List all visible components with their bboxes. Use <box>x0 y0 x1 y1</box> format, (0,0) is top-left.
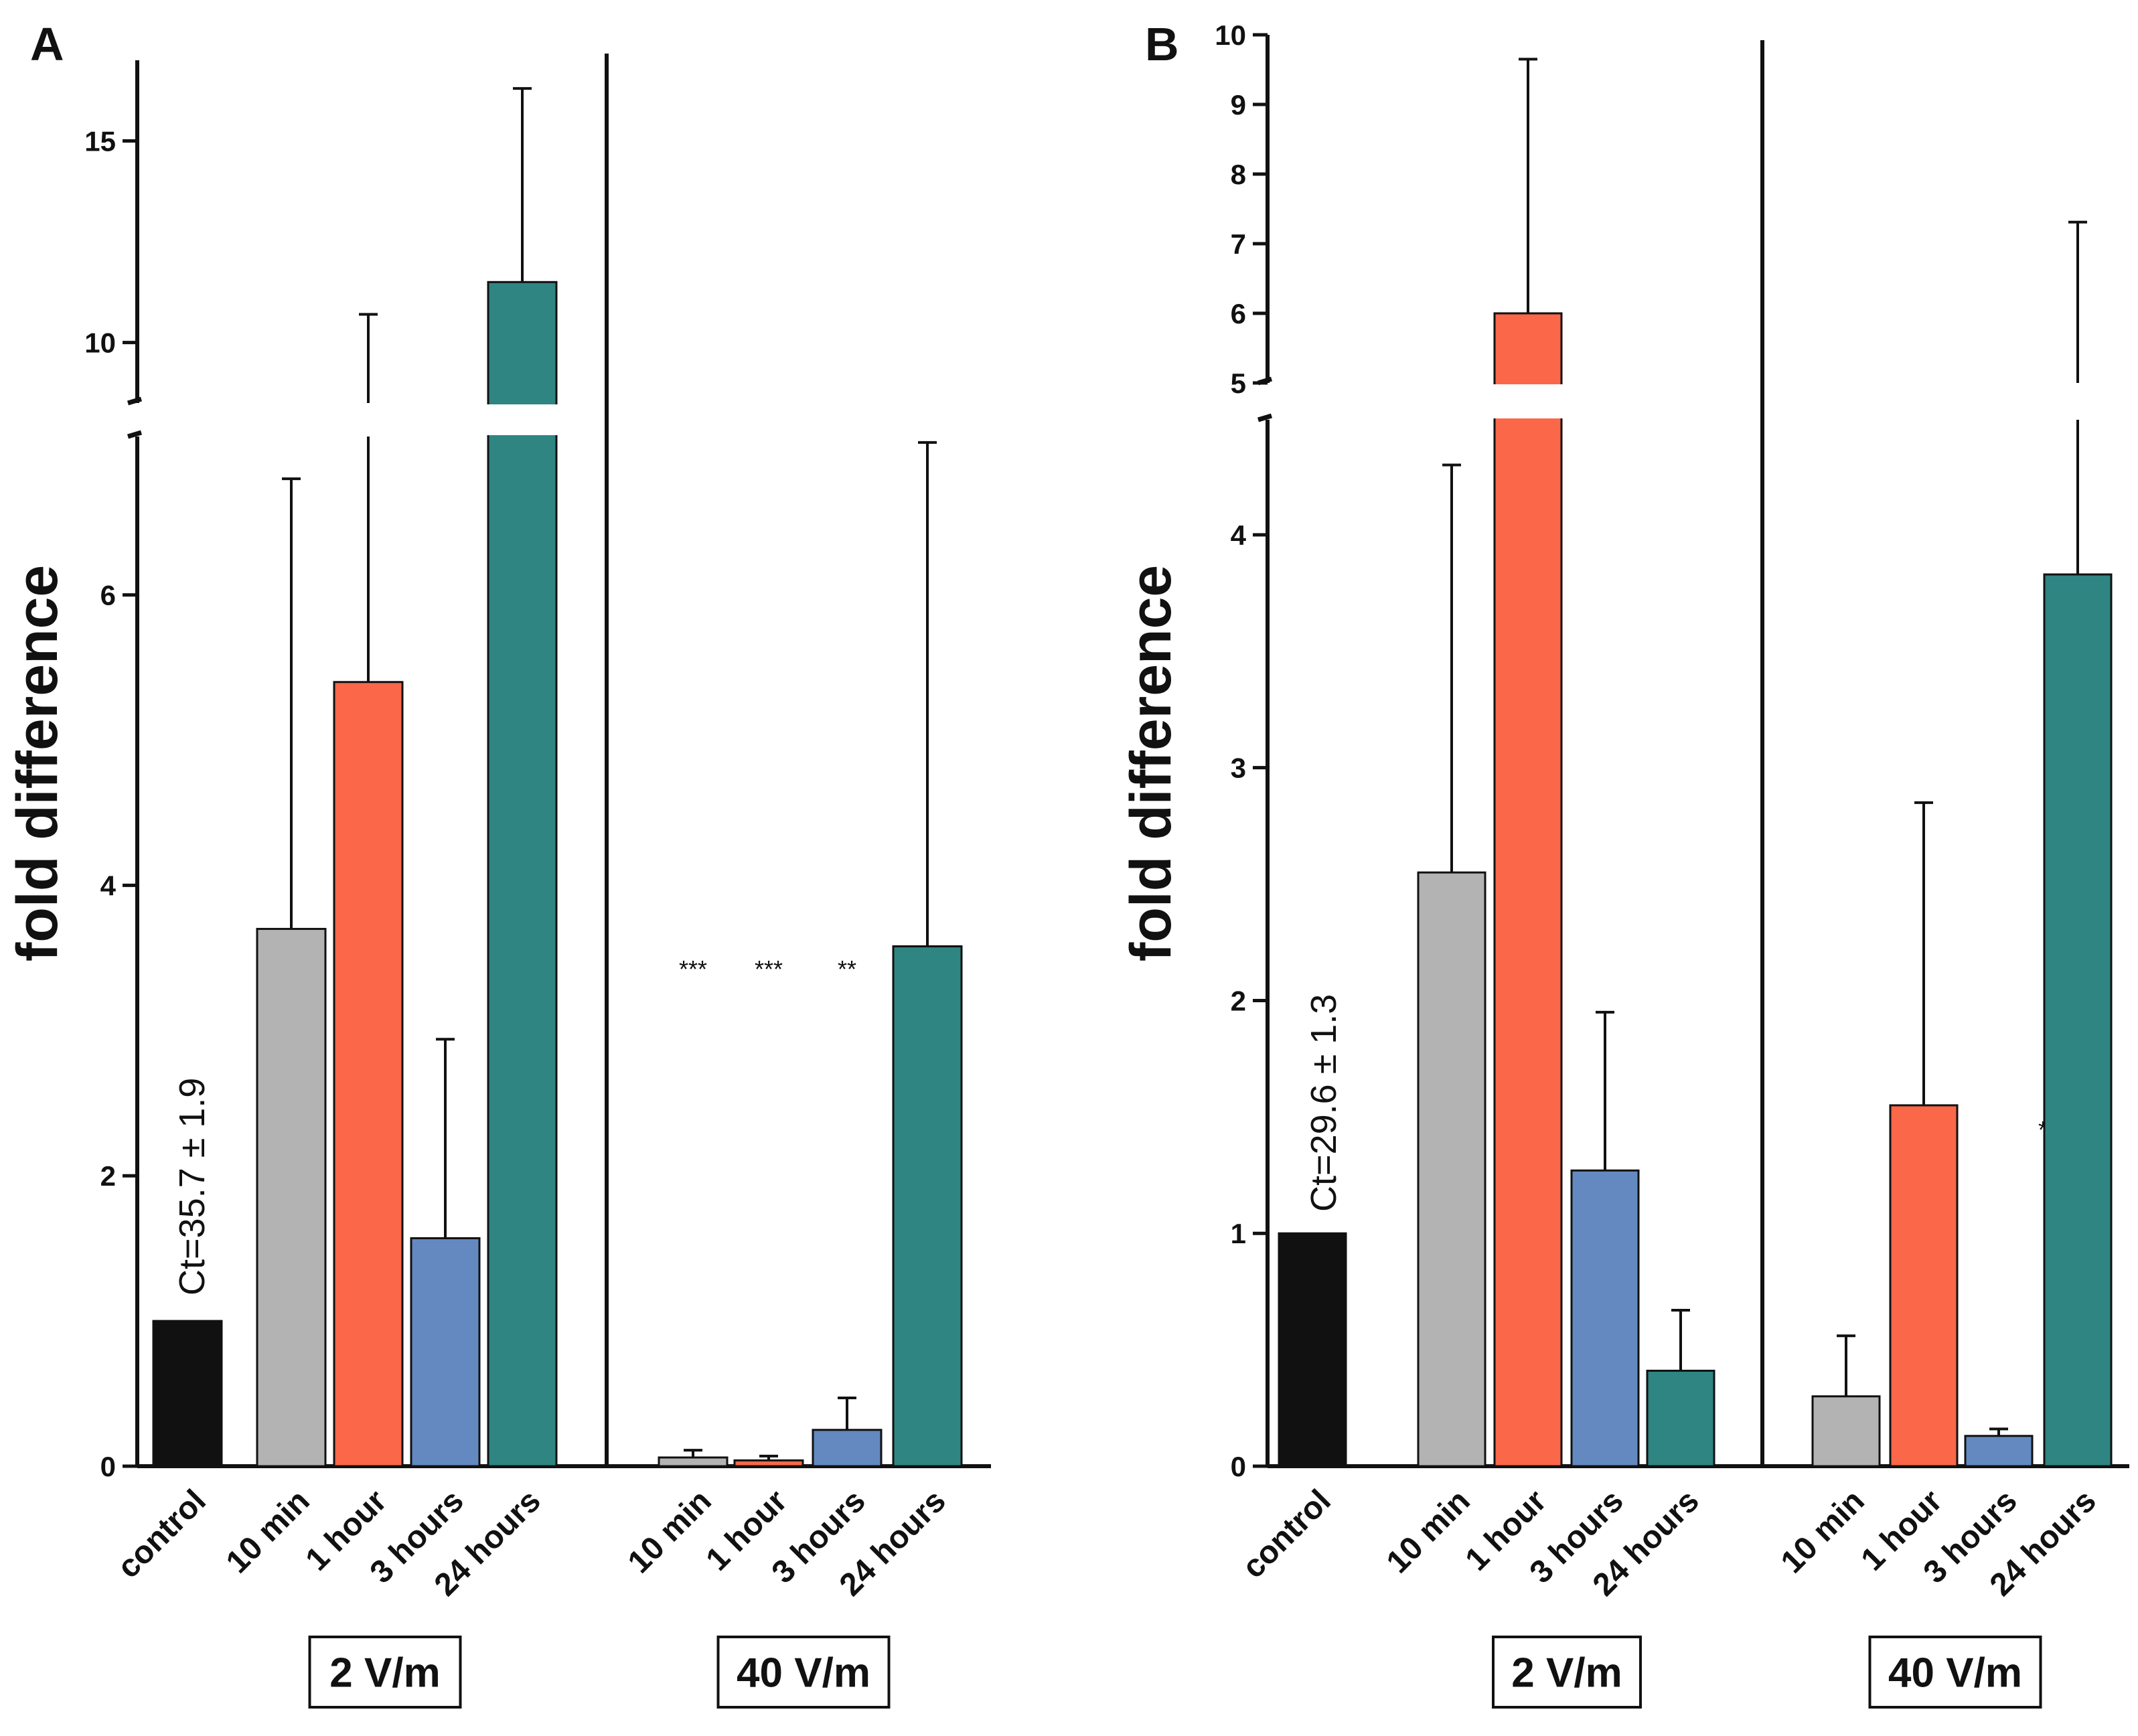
bar <box>1417 871 1486 1468</box>
bar <box>812 1429 883 1468</box>
bar-break-gap <box>485 404 559 435</box>
y-tick-label: 15 <box>84 125 116 157</box>
group-label: 40 V/m <box>737 1650 870 1696</box>
x-category-label: 10 min <box>621 1483 718 1580</box>
bar <box>658 1456 729 1468</box>
group-label-box <box>1492 1636 1642 1709</box>
y-tick-label: 8 <box>1231 159 1246 190</box>
bar <box>487 281 558 1468</box>
bar <box>1811 1395 1881 1468</box>
bar-break-gap <box>1492 384 1564 418</box>
y-tick-label: 2 <box>100 1160 116 1192</box>
y-tick-label: 3 <box>1231 753 1246 784</box>
y-tick-label: 6 <box>100 580 116 611</box>
y-axis-label: fold difference <box>1119 565 1183 962</box>
y-tick-label: 4 <box>100 870 117 901</box>
axis-break-mark <box>127 396 143 406</box>
group-label: 40 V/m <box>1888 1650 2022 1696</box>
y-tick-label: 7 <box>1231 228 1246 260</box>
bar <box>410 1237 481 1468</box>
y-tick-label: 9 <box>1231 89 1246 121</box>
bar <box>1570 1169 1640 1468</box>
y-tick-label: 0 <box>1231 1451 1246 1482</box>
bar <box>1278 1232 1347 1468</box>
y-tick-label: 0 <box>100 1451 116 1482</box>
y-tick-label: 5 <box>1231 368 1246 399</box>
bar <box>1493 312 1563 1468</box>
x-category-label: control <box>1235 1483 1337 1585</box>
bar <box>1646 1369 1715 1468</box>
bar <box>333 681 404 1468</box>
bar <box>1889 1104 1959 1468</box>
significance-stars: *** <box>679 955 707 983</box>
group-label-box <box>716 1636 891 1709</box>
bar <box>2043 573 2113 1468</box>
bar <box>152 1320 223 1468</box>
group-label-box <box>308 1636 462 1709</box>
axis-break-mark <box>127 430 143 439</box>
x-category-label: control <box>110 1483 212 1585</box>
significance-stars: ** <box>838 955 856 983</box>
y-tick-label: 1 <box>1231 1218 1246 1249</box>
y-axis-label: fold difference <box>5 565 70 962</box>
panel-letter: A <box>30 18 64 70</box>
bar <box>733 1459 804 1468</box>
group-label: 2 V/m <box>1511 1650 1622 1696</box>
y-tick-label: 2 <box>1231 985 1246 1016</box>
bar <box>256 927 327 1468</box>
axis-break-mark <box>1257 413 1273 422</box>
bar <box>1964 1435 2034 1468</box>
significance-stars: *** <box>755 955 783 983</box>
x-category-label: 10 min <box>1380 1483 1477 1580</box>
panel-letter: B <box>1145 18 1179 70</box>
ct-annotation: Ct=35.7 ± 1.9 <box>172 1078 212 1295</box>
y-tick-label: 10 <box>1215 19 1246 51</box>
y-tick-label: 10 <box>84 327 116 359</box>
y-tick-label: 6 <box>1231 298 1246 329</box>
bar <box>892 945 963 1468</box>
group-label-box <box>1868 1636 2042 1709</box>
x-category-label: 10 min <box>1774 1483 1872 1580</box>
ct-annotation: Ct=29.6 ± 1.3 <box>1304 994 1344 1212</box>
x-category-label: 10 min <box>220 1483 317 1580</box>
group-label: 2 V/m <box>329 1650 440 1696</box>
y-tick-label: 4 <box>1231 520 1247 551</box>
